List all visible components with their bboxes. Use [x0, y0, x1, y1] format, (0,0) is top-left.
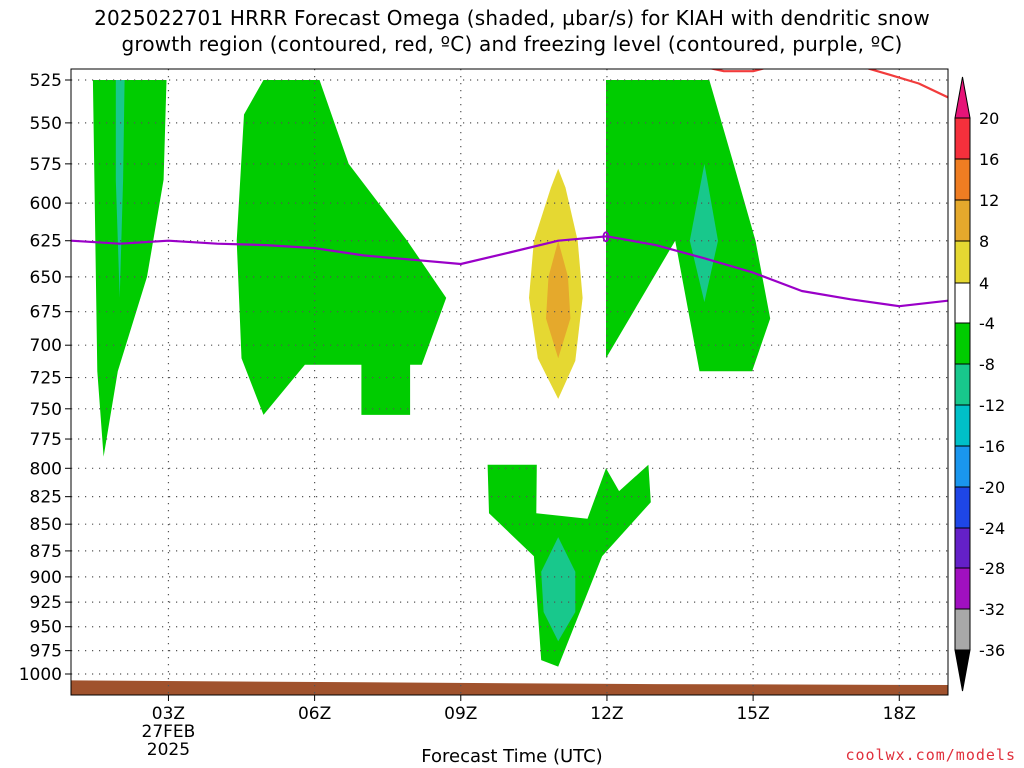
source-credit: coolwx.com/models [845, 746, 1016, 764]
colorbar-under-triangle [954, 649, 971, 692]
colorbar-label-8: -16 [979, 437, 1005, 456]
y-tick-label-575: 575 [30, 155, 62, 175]
y-tick-label-550: 550 [30, 114, 62, 134]
y-tick-label-875: 875 [30, 542, 62, 562]
freezing-level-zero-label [602, 231, 610, 243]
y-tick-label-725: 725 [30, 369, 62, 389]
contour-lines-layer [71, 69, 948, 308]
grid-layer [71, 69, 948, 695]
x-tick-label-18: 18Z [883, 704, 916, 724]
omega-region-4 [546, 240, 571, 359]
chart-title-line-2: growth region (contoured, red, ºC) and f… [121, 32, 903, 56]
y-tick-label-700: 700 [30, 336, 62, 356]
omega-colorbar: 20 16 12 8 4 -4 -8 -12 -16 -20 -24 -28 -32 -36 [954, 76, 1005, 692]
colorbar-label-10: -24 [979, 519, 1005, 538]
colorbar-bin-1 [954, 158, 971, 201]
ground-layer [71, 680, 948, 695]
colorbar-bin-9 [954, 486, 971, 529]
omega-region-8 [541, 537, 576, 642]
x-tick-label-6: 06Z [298, 704, 331, 724]
y-tick-label-675: 675 [30, 303, 62, 323]
colorbar-label-6: -8 [979, 355, 995, 374]
x-axis-label: Forecast Time (UTC) [421, 746, 603, 767]
y-tick-label-625: 625 [30, 232, 62, 252]
y-tick-label-650: 650 [30, 268, 62, 288]
x-tick-label-12: 12Z [590, 704, 623, 724]
x-date-label-year: 2025 [147, 740, 190, 760]
colorbar-bin-4 [954, 282, 971, 324]
y-tick-label-900: 900 [30, 568, 62, 588]
colorbar-bin-7 [954, 404, 971, 447]
colorbar-label-3: 8 [979, 232, 989, 251]
y-tick-label-950: 950 [30, 618, 62, 638]
y-tick-label-1000: 1000 [19, 665, 62, 685]
omega-region-0 [92, 80, 167, 457]
colorbar-bin-2 [954, 199, 971, 242]
x-date-label-day: 27FEB [142, 722, 196, 742]
colorbar-label-12: -32 [979, 600, 1005, 619]
x-tick-label-9: 09Z [444, 704, 477, 724]
contour-series-0 [71, 235, 948, 308]
y-tick-label-925: 925 [30, 593, 62, 613]
colorbar-label-7: -12 [979, 396, 1005, 415]
chart-title-line-1: 2025022701 HRRR Forecast Omega (shaded, … [94, 6, 930, 30]
colorbar-bin-11 [954, 567, 971, 610]
colorbar-label-1: 16 [979, 150, 999, 169]
colorbar-label-2: 12 [979, 191, 999, 210]
colorbar-label-9: -20 [979, 478, 1005, 497]
y-tick-label-775: 775 [30, 430, 62, 450]
x-tick-label-3: 03Z [152, 704, 185, 724]
y-tick-label-850: 850 [30, 515, 62, 535]
y-tick-label-975: 975 [30, 642, 62, 662]
colorbar-bin-0 [954, 117, 971, 160]
ground-strip [71, 680, 948, 695]
colorbar-bin-3 [954, 240, 971, 284]
omega-shading-layer [92, 80, 771, 667]
colorbar-bin-10 [954, 527, 971, 569]
y-tick-label-750: 750 [30, 400, 62, 420]
x-tick-label-15: 15Z [736, 704, 769, 724]
y-tick-label-600: 600 [30, 194, 62, 214]
omega-region-2 [236, 80, 447, 415]
colorbar-bin-6 [954, 363, 971, 406]
colorbar-bin-5 [954, 322, 971, 365]
colorbar-label-0: 20 [979, 109, 999, 128]
colorbar-label-13: -36 [979, 641, 1005, 660]
contour-series-1 [708, 69, 948, 99]
colorbar-bin-12 [954, 608, 971, 651]
pressure-axis: 525 550 575 600 625 650 675 700 725 750 775 800 825 8… [19, 71, 71, 685]
colorbar-label-5: -4 [979, 314, 995, 333]
colorbar-label-11: -28 [979, 559, 1005, 578]
colorbar-over-triangle [954, 76, 971, 119]
colorbar-bin-8 [954, 445, 971, 488]
colorbar-label-4: 4 [979, 274, 989, 293]
omega-region-6 [689, 163, 718, 303]
plot-frame [70, 68, 949, 696]
y-tick-label-825: 825 [30, 488, 62, 508]
omega-region-5 [606, 80, 771, 372]
y-tick-label-800: 800 [30, 459, 62, 479]
y-tick-label-525: 525 [30, 71, 62, 91]
